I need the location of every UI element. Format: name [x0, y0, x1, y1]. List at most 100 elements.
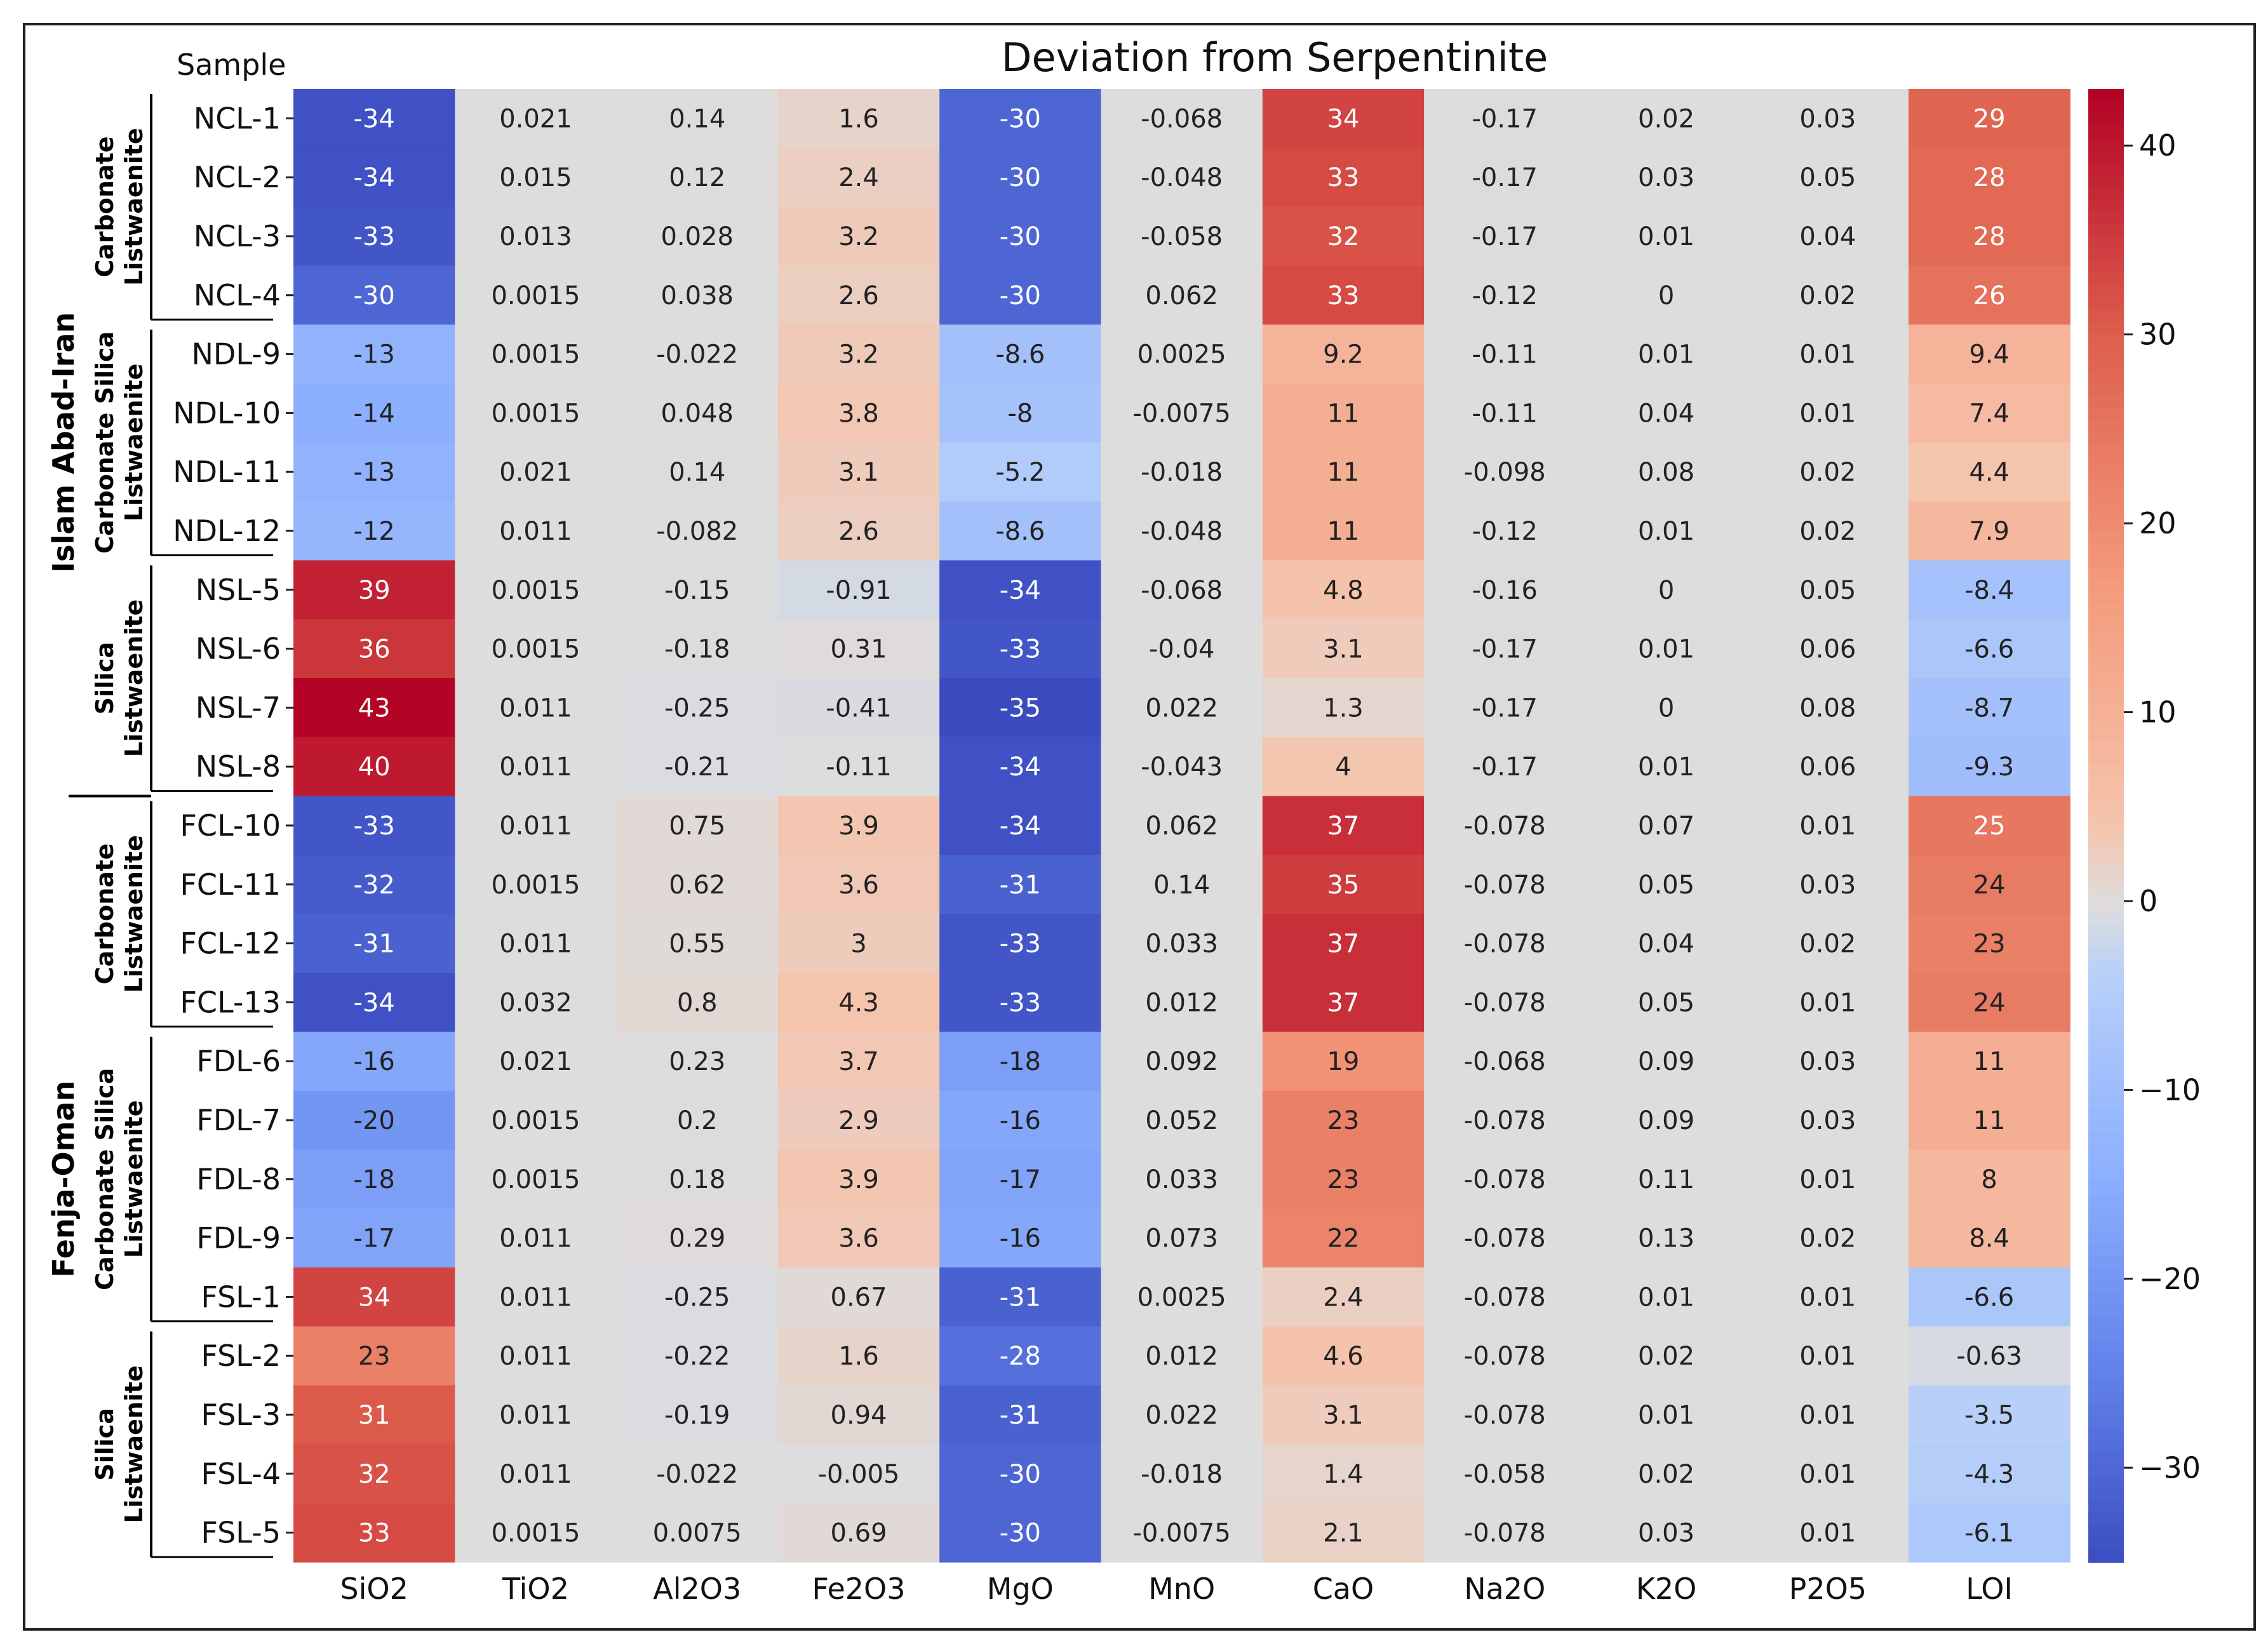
cell-value-label: 0.08: [1638, 458, 1694, 487]
cell-value-label: 2.6: [838, 281, 879, 311]
cell-value-label: -0.25: [664, 1283, 730, 1312]
heatmap-cell: [455, 560, 617, 620]
heatmap-cell: [1909, 1208, 2070, 1268]
heatmap-cell: [1747, 89, 1909, 149]
inner-group-label: Carbonate SilicaListwaenite: [91, 1068, 148, 1290]
heatmap-cell: [777, 324, 940, 384]
cell-value-label: 0.021: [499, 104, 572, 133]
cell-value-label: 0.03: [1638, 1519, 1694, 1548]
colorbar-segment: [2088, 727, 2124, 740]
cell-value-label: -0.078: [1464, 1283, 1546, 1312]
cell-value-label: 28: [1973, 222, 2006, 251]
row-tick-label: FSL-1: [201, 1280, 281, 1314]
cell-value-label: 3.8: [838, 399, 879, 428]
cell-value-label: 0.01: [1799, 988, 1856, 1017]
cell-value-label: -33: [1000, 635, 1041, 664]
cell-value-label: 0.69: [831, 1519, 887, 1548]
colorbar-segment: [2088, 653, 2124, 667]
cell-value-label: -30: [1000, 281, 1041, 311]
row-tick-label: NCL-4: [194, 278, 281, 312]
cell-value-label: 0.01: [1638, 752, 1694, 782]
cell-value-label: -0.048: [1141, 517, 1223, 546]
cell-value-label: -0.082: [656, 517, 738, 546]
colorbar-segment: [2088, 457, 2124, 471]
cell-value-label: 3.6: [838, 1224, 879, 1253]
heatmap-cell: [777, 89, 940, 149]
cell-value-label: 37: [1327, 812, 1359, 841]
heatmap-cell: [939, 855, 1102, 914]
heatmap-cell: [939, 560, 1102, 620]
heatmap-cell: [616, 324, 779, 384]
cell-value-label: 0.022: [1145, 693, 1218, 723]
heatmap-cell: [1101, 560, 1263, 620]
cell-value-label: 0.05: [1638, 988, 1694, 1017]
colorbar-segment: [2088, 1378, 2124, 1391]
cell-value-label: 0.03: [1799, 104, 1856, 133]
heatmap-cell: [1909, 501, 2070, 561]
colorbar-segment: [2088, 1476, 2124, 1489]
cell-value-label: -0.098: [1464, 458, 1546, 487]
colorbar-segment: [2088, 1046, 2124, 1060]
heatmap-cell: [777, 1444, 940, 1504]
cell-value-label: 23: [1327, 1106, 1359, 1135]
cell-value-label: -0.078: [1464, 1401, 1546, 1430]
heatmap-cell: [616, 1385, 779, 1445]
heatmap-cell: [616, 147, 779, 208]
cell-value-label: 0.011: [499, 1342, 572, 1371]
cell-value-label: 0.01: [1799, 1519, 1856, 1548]
heatmap-cell: [777, 1208, 940, 1268]
cell-value-label: 3.9: [838, 1165, 879, 1194]
cell-value-label: 0.08: [1799, 693, 1856, 723]
heatmap-cell: [1585, 855, 1748, 914]
cell-value-label: -0.19: [664, 1401, 730, 1430]
colorbar-segment: [2088, 1157, 2124, 1170]
colorbar-segment: [2088, 347, 2124, 360]
row-tick-label: NSL-5: [196, 573, 281, 607]
colorbar-segment: [2088, 838, 2124, 851]
cell-value-label: -0.21: [664, 752, 730, 782]
cell-value-label: 0.011: [499, 1283, 572, 1312]
inner-group-label-line: Listwaenite: [120, 835, 148, 993]
heatmap-cell: [1424, 1503, 1586, 1563]
heatmap-cell: [293, 737, 455, 797]
column-tick-label: TiO2: [502, 1572, 569, 1606]
colorbar-tick-label: −10: [2139, 1073, 2201, 1107]
heatmap-cell: [293, 1090, 455, 1150]
colorbar-segment: [2088, 1095, 2124, 1109]
cell-value-label: 22: [1327, 1224, 1359, 1253]
row-tick-label: NSL-7: [196, 690, 281, 725]
cell-value-label: -0.078: [1464, 812, 1546, 841]
heatmap-cell: [293, 265, 455, 325]
colorbar-segment: [2088, 960, 2124, 973]
cell-value-label: -31: [353, 930, 394, 959]
colorbar-segment: [2088, 248, 2124, 262]
cell-value-label: 36: [358, 635, 391, 664]
heatmap-cell: [1262, 560, 1425, 620]
heatmap-cell: [1262, 501, 1425, 561]
colorbar-segment: [2088, 690, 2124, 704]
colorbar-segment: [2088, 862, 2124, 876]
heatmap-cell: [1262, 265, 1425, 325]
heatmap-cell: [777, 501, 940, 561]
heatmap-cell: [1262, 324, 1425, 384]
heatmap-cell: [1747, 206, 1909, 266]
row-tick-label: FSL-4: [201, 1457, 281, 1491]
colorbar-segment: [2088, 1525, 2124, 1539]
colorbar-segment: [2088, 371, 2124, 384]
cell-value-label: 3.6: [838, 871, 879, 900]
heatmap-cell: [616, 1090, 779, 1150]
heatmap-cell: [939, 501, 1102, 561]
cell-value-label: 0.011: [499, 930, 572, 959]
inner-group-label-line: Carbonate Silica: [91, 1068, 119, 1290]
row-tick-label: FDL-7: [196, 1103, 281, 1137]
cell-value-label: 32: [1327, 222, 1359, 251]
heatmap-cell: [455, 442, 617, 502]
heatmap-cell: [939, 973, 1102, 1033]
colorbar-segment: [2088, 408, 2124, 421]
colorbar-segment: [2088, 678, 2124, 692]
inner-group-label-line: Listwaenite: [120, 599, 148, 758]
colorbar-segment: [2088, 641, 2124, 655]
colorbar-segment: [2088, 1255, 2124, 1268]
colorbar-segment: [2088, 113, 2124, 126]
row-tick-label: FCL-11: [180, 867, 281, 902]
